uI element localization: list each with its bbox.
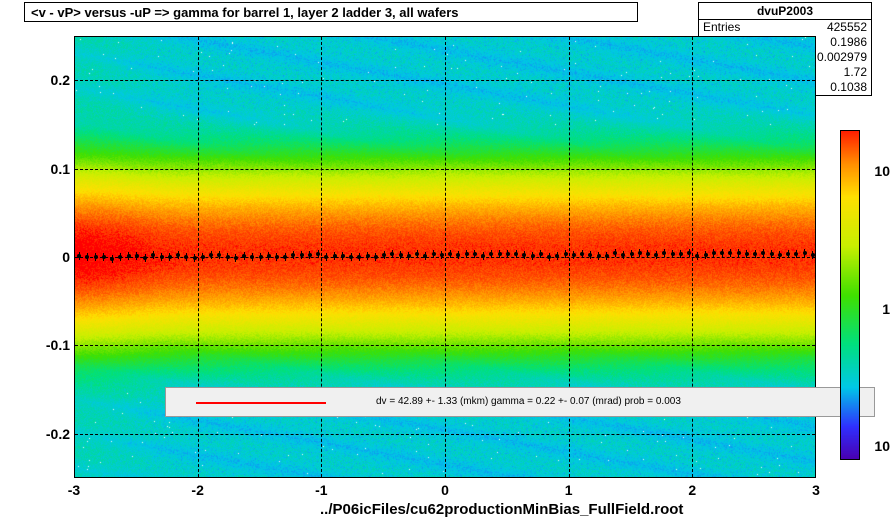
x-tick-label: -3 <box>68 482 80 498</box>
stats-rmsx-val: 1.72 <box>844 65 867 80</box>
colorbar <box>840 130 860 460</box>
y-tick-label: 0.1 <box>10 161 70 177</box>
fit-text: dv = 42.89 +- 1.33 (mkm) gamma = 0.22 +-… <box>376 396 681 407</box>
y-tick-label: 0.2 <box>10 72 70 88</box>
file-path: ../P06icFiles/cu62productionMinBias_Full… <box>320 501 683 518</box>
root-plot-frame: { "title": "<v - vP> versus -uP => gamma… <box>0 0 896 524</box>
colorbar-tick-label: 10 <box>874 438 890 454</box>
stats-meany-val: 0.002979 <box>817 50 867 65</box>
x-tick-label: 3 <box>812 482 820 498</box>
colorbar-tick-label: 10 <box>874 163 890 179</box>
stats-rmsy-val: 0.1038 <box>830 80 867 95</box>
fit-legend-box: dv = 42.89 +- 1.33 (mkm) gamma = 0.22 +-… <box>165 387 875 417</box>
stats-entries-label: Entries <box>703 20 740 35</box>
x-tick-label: -2 <box>191 482 203 498</box>
x-tick-label: 2 <box>688 482 696 498</box>
y-tick-label: 0 <box>10 249 70 265</box>
y-tick-label: -0.1 <box>10 337 70 353</box>
stats-meanx-val: 0.1986 <box>830 35 867 50</box>
plot-title: <v - vP> versus -uP => gamma for barrel … <box>24 2 638 22</box>
x-tick-label: 1 <box>565 482 573 498</box>
fit-line-sample <box>196 402 326 404</box>
stats-name: dvuP2003 <box>699 3 871 20</box>
stats-entries-val: 425552 <box>827 20 867 35</box>
x-tick-label: 0 <box>441 482 449 498</box>
colorbar-tick-label: 1 <box>882 301 890 317</box>
colorbar-canvas <box>841 131 859 459</box>
y-tick-label: -0.2 <box>10 426 70 442</box>
x-tick-label: -1 <box>315 482 327 498</box>
plot-area: dv = 42.89 +- 1.33 (mkm) gamma = 0.22 +-… <box>74 36 816 478</box>
stats-entries-row: Entries 425552 <box>699 20 871 35</box>
